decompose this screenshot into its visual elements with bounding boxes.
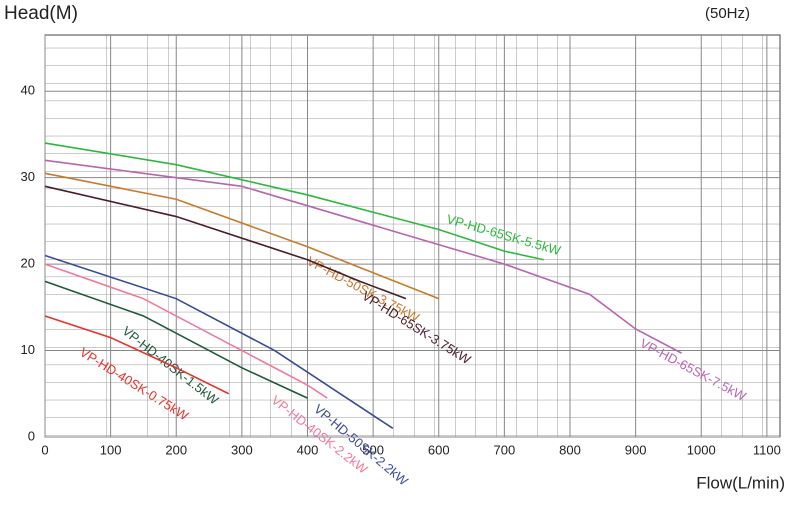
annotation: (50Hz) [705, 5, 750, 22]
plot-area [44, 34, 781, 438]
y-tick-label: 10 [21, 342, 35, 357]
x-tick-label: 200 [165, 442, 187, 457]
x-tick-label: 300 [231, 442, 253, 457]
curve [44, 172, 440, 300]
x-tick-label: 600 [428, 442, 450, 457]
y-tick-label: 0 [28, 428, 35, 443]
curve [44, 185, 407, 300]
curve [44, 142, 544, 261]
y-tick-label: 30 [21, 169, 35, 184]
x-tick-label: 800 [559, 442, 581, 457]
x-tick-label: 500 [362, 442, 384, 457]
curve [44, 159, 682, 354]
y-tick-label: 40 [21, 83, 35, 98]
curve [44, 315, 230, 395]
x-tick-label: 0 [41, 442, 48, 457]
x-tick-label: 1000 [687, 442, 716, 457]
x-tick-label: 100 [100, 442, 122, 457]
x-tick-label: 900 [625, 442, 647, 457]
y-tick-label: 20 [21, 256, 35, 271]
y-axis-label: Head(M) [4, 3, 78, 24]
x-tick-label: 700 [494, 442, 516, 457]
x-axis-label: Flow(L/min) [696, 473, 785, 492]
x-tick-label: 1100 [753, 442, 781, 457]
x-tick-label: 400 [297, 442, 319, 457]
curve [44, 263, 328, 399]
curve [44, 280, 308, 399]
curve [44, 254, 394, 430]
